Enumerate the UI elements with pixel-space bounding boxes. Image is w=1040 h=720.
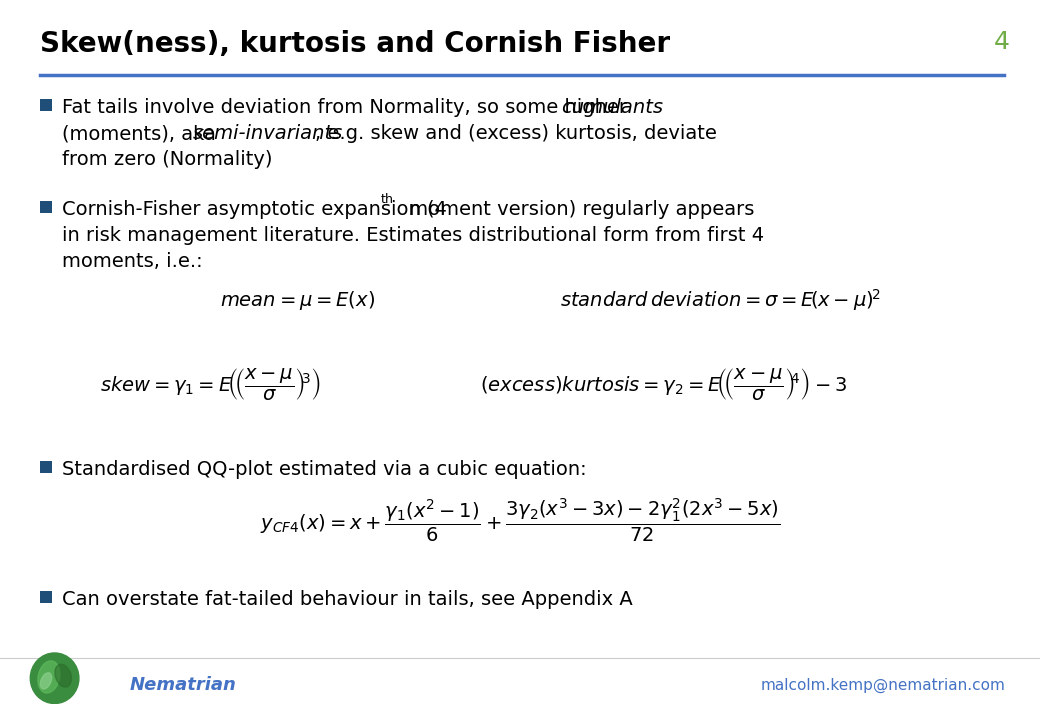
- Text: Fat tails involve deviation from Normality, so some higher: Fat tails involve deviation from Normali…: [62, 98, 633, 117]
- Ellipse shape: [55, 665, 72, 687]
- Text: Nematrian: Nematrian: [130, 676, 237, 694]
- Text: semi-invariants: semi-invariants: [193, 124, 343, 143]
- Text: th: th: [381, 193, 394, 206]
- Text: cumulants: cumulants: [561, 98, 664, 117]
- Text: $\mathbf{\mathit{standard\,deviation}} = \sigma = E\!\left(x-\mu\right)^{\!2}$: $\mathbf{\mathit{standard\,deviation}} =…: [560, 287, 880, 313]
- Text: $\mathbf{\mathit{mean}} = \mu = E(x)$: $\mathbf{\mathit{mean}} = \mu = E(x)$: [220, 289, 375, 312]
- Text: Standardised QQ-plot estimated via a cubic equation:: Standardised QQ-plot estimated via a cub…: [62, 460, 587, 479]
- Text: (moments), aka: (moments), aka: [62, 124, 223, 143]
- FancyBboxPatch shape: [40, 591, 52, 603]
- Text: $\mathbf{\mathit{skew}} = \gamma_1 = E\!\left(\!\left(\dfrac{x-\mu}{\sigma}\righ: $\mathbf{\mathit{skew}} = \gamma_1 = E\!…: [100, 367, 320, 403]
- Text: Can overstate fat-tailed behaviour in tails, see Appendix A: Can overstate fat-tailed behaviour in ta…: [62, 590, 632, 609]
- Text: $y_{CF4}(x) = x + \dfrac{\gamma_1(x^2-1)}{6} + \dfrac{3\gamma_2(x^3-3x)-2\gamma_: $y_{CF4}(x) = x + \dfrac{\gamma_1(x^2-1)…: [260, 496, 780, 544]
- Ellipse shape: [30, 653, 79, 703]
- Ellipse shape: [41, 672, 52, 689]
- Ellipse shape: [37, 661, 60, 693]
- Text: Cornish-Fisher asymptotic expansion (4: Cornish-Fisher asymptotic expansion (4: [62, 200, 447, 219]
- Text: $\mathbf{\mathit{(excess)kurtosis}} = \gamma_2 = E\!\left(\!\left(\dfrac{x-\mu}{: $\mathbf{\mathit{(excess)kurtosis}} = \g…: [480, 367, 848, 403]
- Text: moment version) regularly appears: moment version) regularly appears: [404, 200, 754, 219]
- Text: in risk management literature. Estimates distributional form from first 4: in risk management literature. Estimates…: [62, 226, 764, 245]
- Text: 4: 4: [994, 30, 1010, 54]
- FancyBboxPatch shape: [40, 99, 52, 111]
- Text: moments, i.e.:: moments, i.e.:: [62, 252, 203, 271]
- FancyBboxPatch shape: [40, 461, 52, 473]
- FancyBboxPatch shape: [40, 201, 52, 213]
- Text: , e.g. skew and (excess) kurtosis, deviate: , e.g. skew and (excess) kurtosis, devia…: [315, 124, 717, 143]
- Text: from zero (Normality): from zero (Normality): [62, 150, 272, 169]
- Text: Skew(ness), kurtosis and Cornish Fisher: Skew(ness), kurtosis and Cornish Fisher: [40, 30, 670, 58]
- Text: malcolm.kemp@nematrian.com: malcolm.kemp@nematrian.com: [760, 678, 1005, 693]
